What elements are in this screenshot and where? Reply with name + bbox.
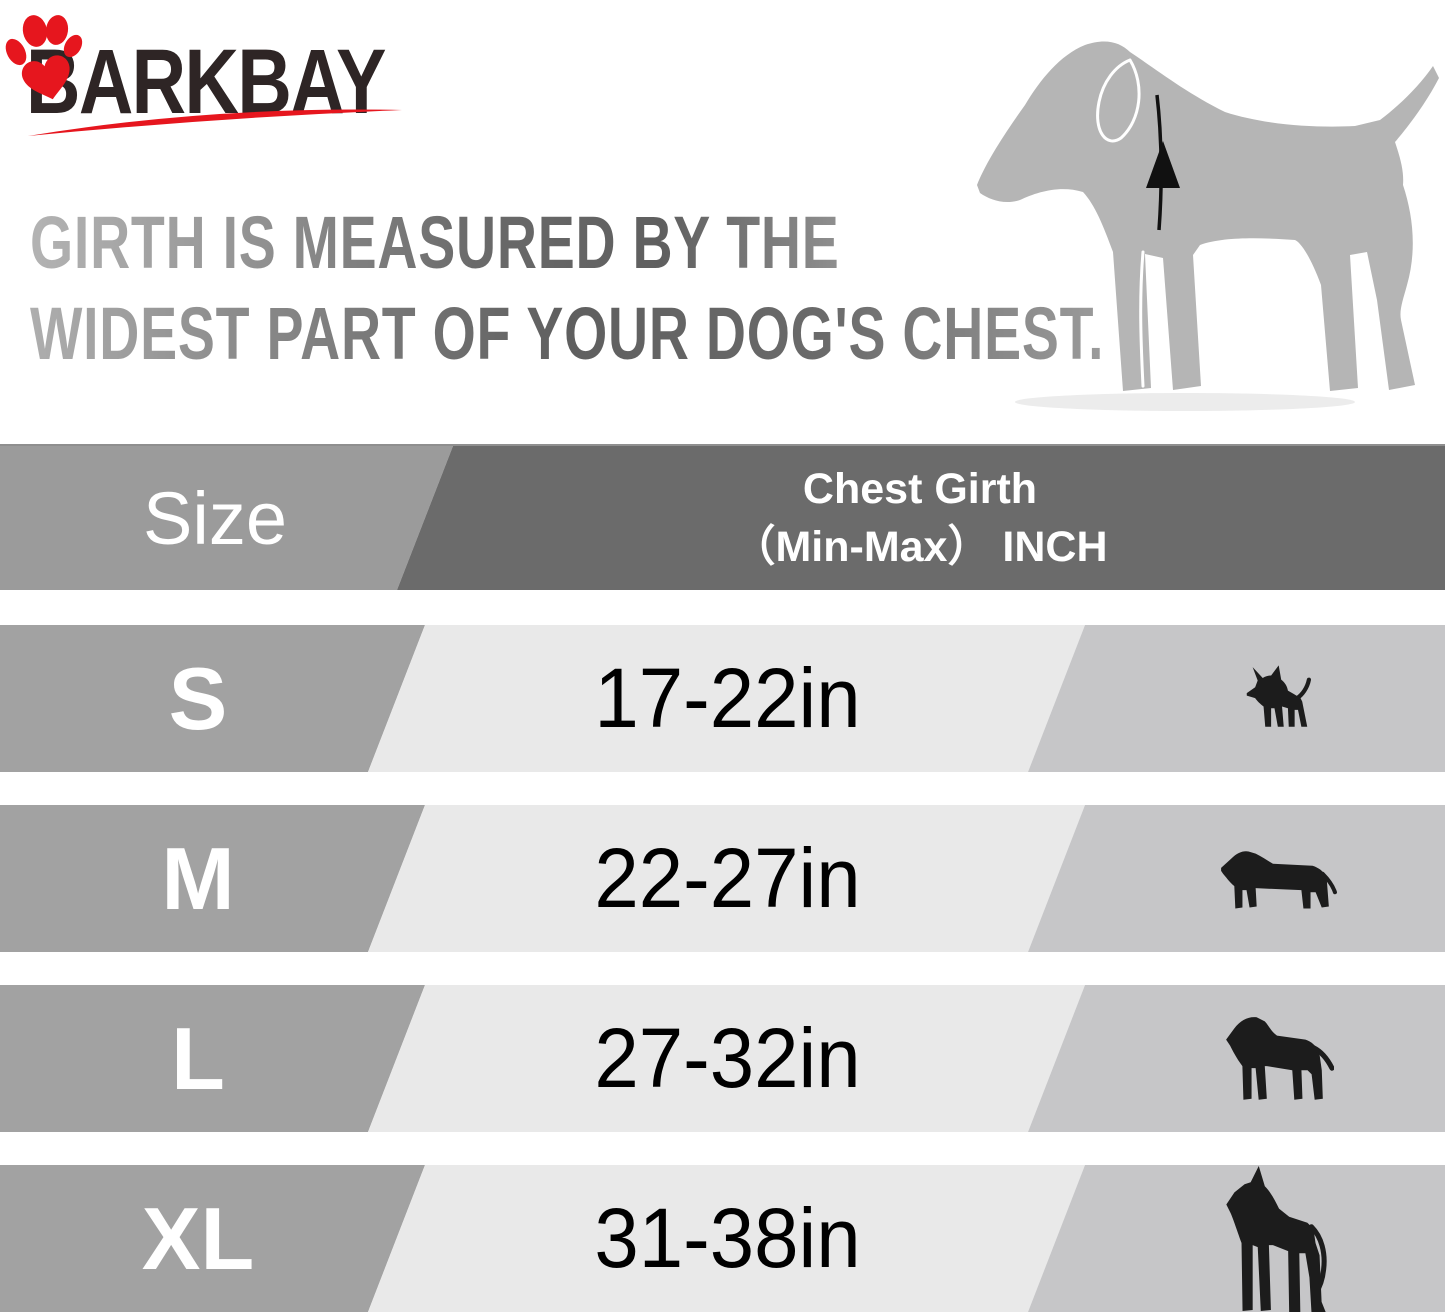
header-girth-line1: Chest Girth	[802, 464, 1038, 513]
header-girth-cell-bg	[397, 446, 1445, 590]
girth-value-s: 17-22in	[594, 651, 861, 745]
table-row-m: M 22-27in	[0, 805, 1445, 952]
size-label-s: S	[168, 648, 228, 748]
ear-highlight-line	[1096, 58, 1141, 143]
brand-name: BARKBAY	[26, 31, 386, 133]
headline-line-1: GIRTH IS MEASURED BY THE	[30, 201, 840, 284]
size-label-m: M	[161, 828, 235, 928]
girth-value-m: 22-27in	[594, 831, 861, 925]
great-dane-icon	[1187, 1165, 1367, 1312]
header-size-label: Size	[143, 476, 287, 560]
table-header-row: Size Chest Girth （Min-Max） INCH	[0, 444, 1445, 590]
girth-value-l: 27-32in	[594, 1011, 861, 1105]
header-size-cell-bg	[0, 446, 453, 590]
girth-value-xl: 31-38in	[594, 1191, 861, 1285]
size-label-l: L	[171, 1008, 225, 1108]
headline-line-2: WIDEST PART OF YOUR DOG'S CHEST.	[30, 292, 1105, 375]
header-girth-label: Chest Girth （Min-Max） INCH	[500, 446, 1340, 590]
measuring-dog-silhouette-icon	[977, 41, 1439, 411]
dachshund-icon	[1187, 805, 1367, 952]
labrador-icon	[1187, 985, 1367, 1132]
up-arrow-triangle-icon	[1146, 141, 1180, 188]
size-label-xl: XL	[141, 1188, 255, 1288]
brand-logo: BARKBAY	[0, 0, 430, 160]
table-row-xl: XL 31-38in	[0, 1165, 1445, 1312]
table-row-s: S 17-22in	[0, 625, 1445, 772]
table-row-l: L 27-32in	[0, 985, 1445, 1132]
chihuahua-icon	[1187, 625, 1367, 772]
header-girth-line2: （Min-Max） INCH	[732, 523, 1108, 571]
